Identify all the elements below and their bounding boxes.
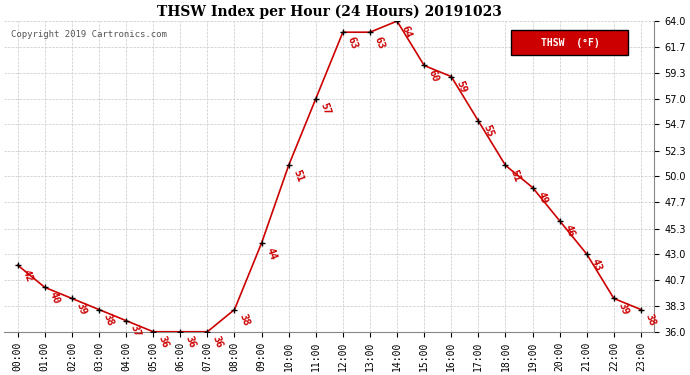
Text: 36: 36 — [156, 334, 170, 350]
Text: 37: 37 — [129, 323, 143, 339]
FancyBboxPatch shape — [511, 30, 629, 55]
Text: 55: 55 — [481, 124, 495, 139]
Text: 63: 63 — [346, 35, 359, 50]
Text: 38: 38 — [102, 312, 115, 327]
Text: 64: 64 — [400, 24, 413, 39]
Text: Copyright 2019 Cartronics.com: Copyright 2019 Cartronics.com — [10, 30, 166, 39]
Text: 49: 49 — [535, 190, 549, 206]
Text: 39: 39 — [617, 301, 630, 316]
Text: 60: 60 — [427, 68, 441, 83]
Text: 38: 38 — [644, 312, 658, 327]
Text: 57: 57 — [319, 102, 332, 117]
Text: 51: 51 — [291, 168, 305, 183]
Text: 46: 46 — [562, 224, 576, 239]
Text: 59: 59 — [454, 80, 468, 94]
Text: 38: 38 — [237, 312, 251, 327]
Text: 63: 63 — [373, 35, 386, 50]
Text: 39: 39 — [75, 301, 88, 316]
Title: THSW Index per Hour (24 Hours) 20191023: THSW Index per Hour (24 Hours) 20191023 — [157, 4, 502, 18]
Text: 42: 42 — [21, 268, 34, 283]
Text: THSW  (°F): THSW (°F) — [540, 38, 600, 48]
Text: 40: 40 — [48, 290, 61, 305]
Text: 44: 44 — [264, 246, 278, 261]
Text: 36: 36 — [183, 334, 197, 350]
Text: 43: 43 — [589, 257, 603, 272]
Text: 36: 36 — [210, 334, 224, 350]
Text: 51: 51 — [509, 168, 522, 183]
